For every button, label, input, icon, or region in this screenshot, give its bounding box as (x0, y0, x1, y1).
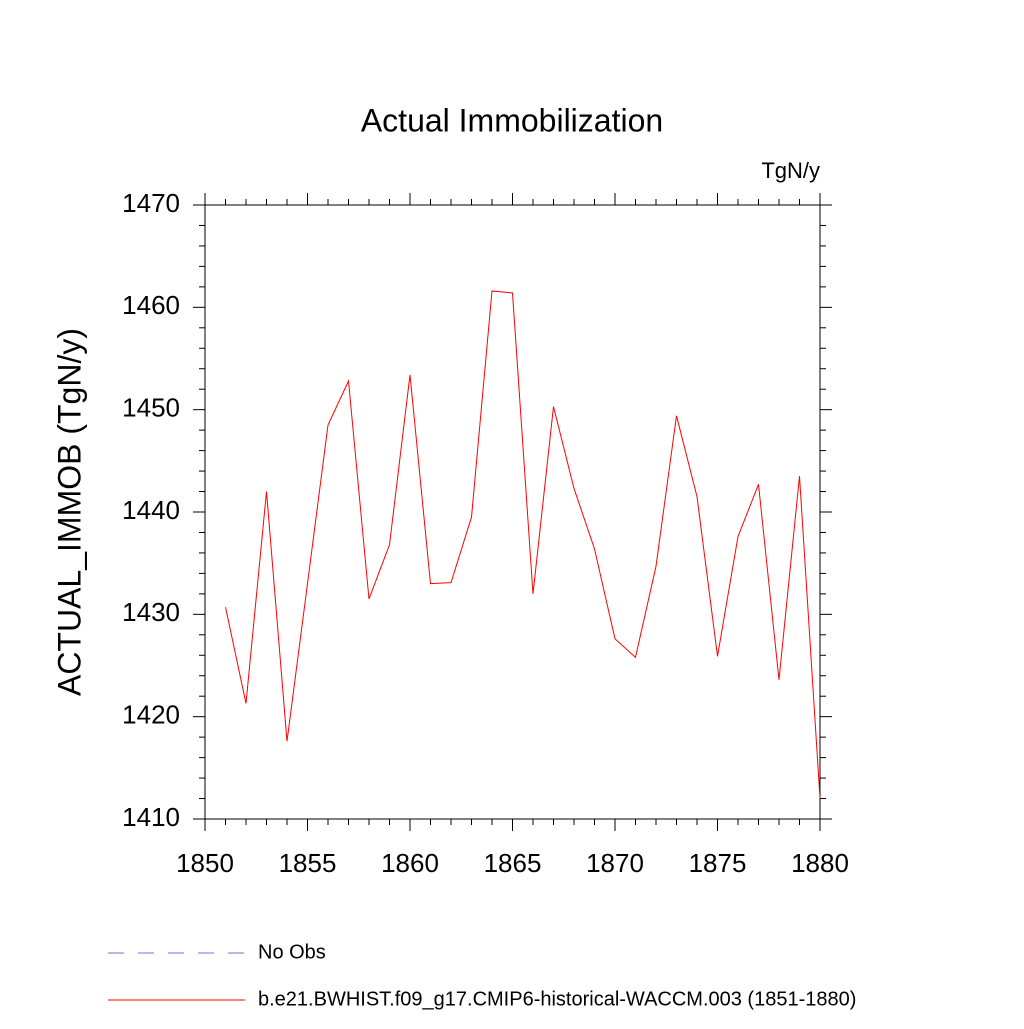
y-tick-label: 1440 (122, 495, 180, 525)
legend-label: No Obs (258, 941, 326, 963)
x-tick-label: 1870 (586, 848, 644, 878)
x-tick-label: 1865 (484, 848, 542, 878)
x-tick-label: 1855 (279, 848, 337, 878)
units-label: TgN/y (761, 158, 820, 183)
y-tick-label: 1460 (122, 290, 180, 320)
x-tick-label: 1875 (689, 848, 747, 878)
y-tick-label: 1470 (122, 188, 180, 218)
chart-title: Actual Immobilization (361, 102, 663, 138)
x-tick-label: 1850 (176, 848, 234, 878)
y-tick-label: 1420 (122, 700, 180, 730)
y-tick-label: 1430 (122, 597, 180, 627)
y-tick-label: 1410 (122, 802, 180, 832)
y-tick-label: 1450 (122, 393, 180, 423)
data-line (225, 290, 821, 799)
x-tick-label: 1880 (791, 848, 849, 878)
y-axis-label: ACTUAL_IMMOB (TgN/y) (51, 328, 87, 696)
x-tick-label: 1860 (381, 848, 439, 878)
legend-label: b.e21.BWHIST.f09_g17.CMIP6-historical-WA… (258, 988, 856, 1010)
